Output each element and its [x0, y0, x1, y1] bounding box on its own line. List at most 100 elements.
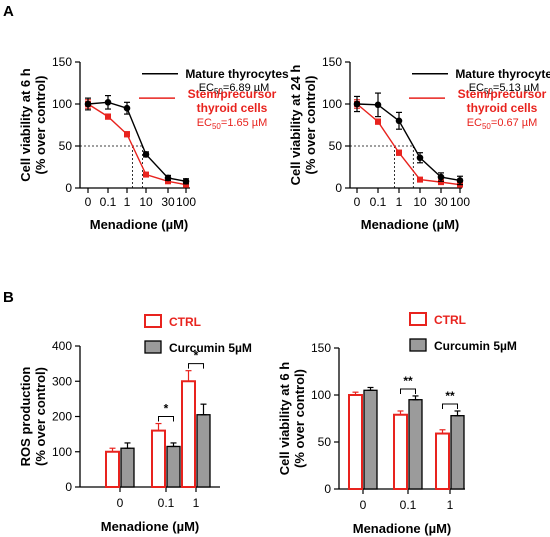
b1-x-tick-label: 0.1: [158, 496, 175, 510]
a2-point-mature: [437, 173, 445, 181]
a2-x-tick-label: 0.1: [370, 195, 387, 209]
a1-point-mature: [164, 174, 172, 182]
b1-y-tick-label: 100: [52, 445, 72, 459]
a2-y-tick-label: 50: [329, 139, 343, 153]
b1-bar-curcumin: [120, 447, 135, 488]
a2-point-stem: [396, 149, 402, 156]
a1-point-stem: [143, 171, 149, 178]
b1-y-tick-label: 0: [65, 480, 72, 494]
b2-y-tick-label: 100: [311, 388, 331, 402]
a2-point-mature: [374, 101, 382, 109]
b2-significance-label: **: [403, 374, 413, 388]
a2-y-tick-label: 150: [322, 55, 342, 69]
a1-point-stem: [105, 113, 111, 120]
a1-y-label: Cell viability at 6 h: [18, 68, 33, 181]
b2-x-tick-label: 0.1: [400, 498, 417, 512]
a2-legend-stem-label-2: thyroid cells: [467, 101, 538, 115]
a1-x-tick-label: 100: [176, 195, 196, 209]
a1-point-mature: [142, 151, 150, 158]
a1-legend-mature-label: Mature thyrocytes: [185, 67, 289, 81]
b2-legend-curcumin-swatch: [409, 338, 427, 352]
a1-point-mature: [123, 104, 131, 112]
a2-series-line-1: [356, 103, 461, 186]
a1-x-tick-label: 30: [161, 195, 175, 209]
a2-point-mature: [395, 117, 403, 125]
b1-y-tick-label: 400: [52, 339, 72, 353]
a1-series-line-0: [87, 101, 187, 182]
b1-bar-curcumin: [166, 445, 181, 488]
b2-y-tick-label: 50: [318, 435, 332, 449]
a2-x-tick-label: 1: [396, 195, 403, 209]
b1-y-tick-label: 300: [52, 374, 72, 388]
b2-y-label-2: (% over control): [292, 369, 307, 468]
b2-significance-bracket: [400, 388, 416, 394]
b2-significance-label: **: [445, 389, 455, 403]
b1-y-label: ROS production: [18, 367, 33, 467]
a2-x-tick-label: 0: [354, 195, 361, 209]
b1-legend-curcumin-label: Curcumin 5µM: [169, 341, 252, 355]
a2-x-label: Menadione (µM): [361, 217, 459, 232]
a1-x-tick-label: 0.1: [100, 195, 117, 209]
a1-legend-stem-label-2: thyroid cells: [197, 101, 268, 115]
a2-point-stem: [438, 179, 444, 186]
b2-y-tick-label: 0: [324, 482, 331, 496]
a1-point-mature: [84, 100, 92, 108]
a2-y-label: Cell viability at 24 h: [288, 65, 303, 186]
a1-legend-mature-ec50: EC50=6.89 µM: [199, 82, 270, 96]
a1-point-stem: [165, 178, 171, 185]
a1-y-tick-label: 50: [59, 139, 73, 153]
b2-bar-curcumin: [408, 399, 423, 490]
b2-x-tick-label: 0: [360, 498, 367, 512]
a1-point-stem: [183, 181, 189, 188]
a2-point-stem: [417, 176, 423, 183]
b1-y-tick-label: 200: [52, 410, 72, 424]
a1-x-tick-label: 1: [124, 195, 131, 209]
a1-point-stem: [124, 131, 130, 138]
b1-y-label-2: (% over control): [33, 367, 48, 466]
b2-legend-ctrl-swatch: [409, 312, 427, 326]
b1-bar-curcumin: [196, 414, 211, 488]
a2-series-line-0: [356, 103, 461, 182]
b2-y-label: Cell viability at 6 h: [277, 362, 292, 475]
a1-x-tick-label: 0: [85, 195, 92, 209]
a1-x-tick-label: 10: [139, 195, 153, 209]
a1-point-mature: [182, 177, 190, 185]
a1-legend-stem-ec50: EC50=1.65 µM: [197, 117, 268, 131]
b2-significance-bracket: [442, 403, 458, 409]
a2-legend-mature-label: Mature thyrocytes: [455, 67, 550, 81]
b1-significance-bracket: [188, 363, 204, 369]
a1-legend-stem-label: Stem/precursor: [188, 87, 277, 101]
a2-point-mature: [353, 100, 361, 108]
chart-ros-production: 0 100 200 300 400 ROS production (% over contr…: [18, 314, 252, 534]
b1-significance-bracket: [158, 416, 174, 422]
b1-significance-label: *: [164, 402, 169, 416]
b2-bar-ctrl: [435, 432, 450, 491]
a1-y-tick-label: 0: [65, 181, 72, 195]
b1-bar-ctrl: [151, 429, 166, 489]
b1-x-label: Menadione (µM): [101, 519, 199, 534]
panel-label-a: A: [3, 3, 14, 20]
a2-y-tick-label: 100: [322, 97, 342, 111]
a1-series-line-1: [87, 103, 187, 186]
a2-x-tick-label: 10: [413, 195, 427, 209]
b2-x-tick-label: 1: [447, 498, 454, 512]
b2-bar-ctrl: [393, 413, 408, 490]
a2-x-tick-label: 30: [434, 195, 448, 209]
b2-x-label: Menadione (µM): [353, 521, 451, 536]
b2-bar-curcumin: [450, 415, 465, 490]
a2-point-stem: [375, 118, 381, 125]
a2-y-tick-label: 0: [335, 181, 342, 195]
b1-legend-curcumin-swatch: [144, 340, 162, 354]
a2-legend-stem-ec50: EC50=0.67 µM: [467, 117, 538, 131]
b1-legend-ctrl-label: CTRL: [169, 315, 201, 329]
a2-point-mature: [456, 177, 464, 184]
a2-legend-stem-label: Stem/precursor: [458, 87, 547, 101]
a2-y-label-2: (% over control): [303, 76, 318, 175]
chart-viability-curcumin: 0 50 100 150 Cell viability at 6 h (% over co…: [277, 312, 517, 536]
a2-x-tick-label: 100: [450, 195, 470, 209]
a1-x-label: Menadione (µM): [90, 217, 188, 232]
b2-legend-curcumin-label: Curcumin 5µM: [434, 339, 517, 353]
